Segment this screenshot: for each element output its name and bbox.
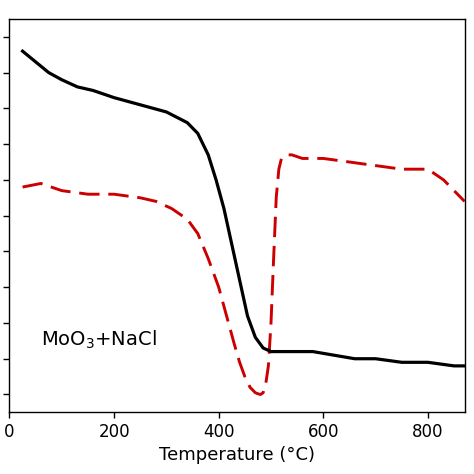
X-axis label: Temperature (°C): Temperature (°C) — [159, 447, 315, 465]
Text: MoO$_3$+NaCl: MoO$_3$+NaCl — [41, 328, 157, 351]
